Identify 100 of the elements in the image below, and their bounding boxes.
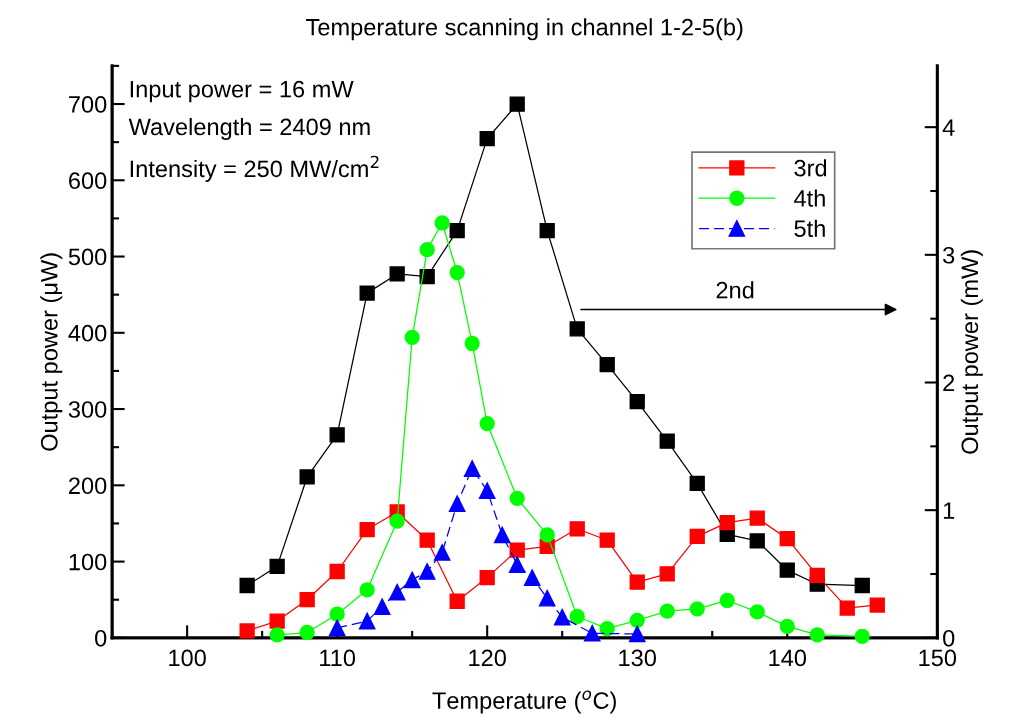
y2-tick-label: 1 [943,502,955,519]
point [389,266,405,282]
point [749,533,765,549]
point [508,556,526,573]
point [509,542,525,558]
point [493,526,511,544]
point [509,490,525,506]
point [373,598,391,615]
point [719,515,735,531]
point [299,469,315,485]
y2-tick-label: 3 [943,246,955,264]
point [629,394,645,410]
point [239,623,255,639]
point [479,569,495,586]
legend-label: 5th [794,219,825,238]
point [749,510,765,526]
y2-tick-label: 4 [942,119,955,136]
point [269,558,285,574]
point [404,329,420,346]
point [449,593,465,609]
point [299,592,315,608]
y2-tick-label: 0 [943,629,955,647]
x-axis-title: Temperature ($^{o}$C) [432,690,616,714]
point [628,625,646,643]
point [479,131,495,147]
point [359,521,375,538]
point [359,582,375,598]
point [448,495,466,512]
point [539,222,555,239]
x-tick-label: 110 [320,649,356,667]
point [779,618,795,635]
point [463,460,481,477]
point [419,242,435,258]
point [329,563,345,580]
y-tick-label: 600 [69,172,107,190]
y-tick-label: 400 [68,324,107,342]
point [689,528,705,545]
point [433,544,451,561]
y2-tick-label: 2 [943,374,955,392]
point [839,600,855,616]
point [478,482,496,499]
point [464,335,480,352]
point [779,531,795,547]
x-tick-label: 140 [769,649,807,667]
point [809,567,825,583]
point [523,569,541,586]
point [854,628,870,644]
point [629,612,645,628]
point [659,603,675,619]
point [569,608,585,625]
point [629,574,645,590]
point [689,601,705,617]
x-tick-label: 100 [169,649,206,667]
point [599,356,615,373]
point [509,96,525,112]
y2-axis-title: Output power (mW) [960,250,983,454]
point [538,589,556,607]
y-tick-label: 100 [69,553,107,571]
point [809,627,825,643]
point [553,608,571,626]
point [854,577,870,594]
point [719,592,735,609]
chart-title: Temperature scanning in channel 1-2-5(b) [306,18,743,41]
x-tick-label: 120 [469,649,506,667]
annotation: Intensity = 250 MW/cm$^{2}$ [130,155,379,182]
point [583,624,601,642]
point [689,475,705,492]
point [659,433,675,449]
point [403,571,421,589]
legend-label: 3rd [794,159,827,177]
y-tick-label: 200 [69,477,107,495]
point [389,513,405,529]
point [388,583,406,601]
y-tick-label: 700 [69,96,107,113]
point [418,563,436,580]
point [749,604,765,620]
point [869,597,885,613]
y-axis-title: Output power (μW) [40,253,63,451]
point [329,427,345,443]
point [599,532,615,548]
point [419,532,435,548]
point [269,627,285,643]
y-tick-label: 500 [68,248,107,266]
point [779,562,795,578]
x-tick-label: 130 [619,649,656,667]
point [299,624,315,641]
point [329,606,345,622]
x-tick-label: 150 [919,649,957,667]
point [539,527,555,543]
point [569,321,585,337]
point [599,621,615,637]
point [449,222,465,239]
point [449,264,465,281]
point [239,577,255,594]
point [358,612,376,630]
y-tick-label: 300 [68,401,107,418]
point [569,521,585,537]
point [479,415,495,432]
point [434,215,450,231]
point [659,566,675,582]
